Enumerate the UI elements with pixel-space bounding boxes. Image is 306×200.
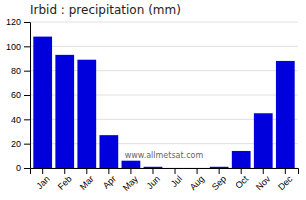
x-tick: Mar [78, 168, 96, 192]
x-axis: Jan FebMar AprMay Jun Jul AugSep OctNovDec [31, 168, 299, 193]
y-tick-mark [24, 95, 30, 96]
grid-line [30, 46, 298, 47]
y-axis: 0 20 40 60 80 100 120 [6, 17, 31, 173]
bar [33, 37, 52, 168]
x-tick-mark [175, 168, 176, 174]
y-tick: 60 [11, 90, 30, 100]
chart: 0 20 40 60 80 100 120 Jan FebMar AprMay Jun Jul AugS… [0, 0, 306, 200]
y-tick-mark [24, 46, 30, 47]
x-tick-mark [285, 168, 286, 174]
x-tick-label: Feb [56, 174, 74, 192]
bar [232, 151, 251, 168]
y-tick-label: 120 [6, 17, 21, 27]
title: Irbid : precipitation (mm) [30, 3, 181, 17]
x-tick-label: Mar [78, 174, 96, 192]
bar [166, 168, 185, 169]
x-tick-label: Jun [145, 174, 162, 191]
y-tick-mark [24, 144, 30, 145]
bar [122, 161, 141, 168]
x-tick: Nov [254, 168, 273, 192]
x-tick-label: Jul [169, 174, 184, 189]
x-tick-mark [86, 168, 87, 174]
x-tick-mark [197, 168, 198, 174]
x-tick-label: Nov [254, 173, 273, 192]
x-tick: Jul [169, 168, 184, 189]
grid-line [30, 22, 298, 23]
x-tick-label: Sep [210, 174, 228, 192]
grid [30, 22, 298, 168]
y-tick-mark [24, 168, 30, 169]
y-tick: 120 [6, 17, 30, 27]
bar [55, 55, 74, 168]
y-tick: 0 [16, 163, 30, 173]
y-tick: 40 [11, 115, 30, 125]
x-tick-mark [263, 168, 264, 174]
x-tick-label: May [121, 173, 140, 192]
x-tick-mark [64, 168, 65, 174]
x-tick-label: Dec [276, 173, 295, 192]
y-tick: 80 [11, 66, 30, 76]
bar [188, 168, 207, 169]
x-tick-label: Oct [233, 173, 250, 190]
x-tick: Oct [233, 168, 250, 191]
bars [33, 37, 294, 168]
annotations: www.allmetsat.com [125, 151, 204, 160]
x-tick-label: Apr [101, 174, 118, 191]
x-tick-label: Jan [34, 174, 51, 191]
plot: 0 20 40 60 80 100 120 Jan FebMar AprMay Jun Jul AugS… [6, 17, 299, 193]
bar [99, 135, 118, 168]
x-axis-line [31, 169, 299, 175]
x-tick-mark [130, 168, 131, 174]
y-tick-label: 80 [11, 66, 21, 76]
bar [254, 113, 273, 168]
bar [210, 167, 229, 168]
bar [144, 167, 163, 168]
watermark: www.allmetsat.com [125, 151, 204, 160]
x-tick-mark [219, 168, 220, 174]
x-tick-mark [241, 168, 242, 174]
y-tick-label: 20 [11, 139, 21, 149]
y-tick-label: 40 [11, 115, 21, 125]
y-tick-label: 100 [6, 42, 21, 52]
x-tick-mark [152, 168, 153, 174]
x-tick: May [121, 168, 140, 193]
bar [276, 61, 295, 168]
y-tick: 20 [11, 139, 30, 149]
y-tick-label: 60 [11, 90, 21, 100]
x-tick: Jan [34, 168, 51, 191]
y-tick-mark [24, 22, 30, 23]
x-tick: Feb [56, 168, 74, 192]
x-tick: Sep [210, 168, 228, 192]
y-tick: 100 [6, 42, 30, 52]
x-tick: Aug [188, 168, 206, 192]
bar [77, 60, 96, 168]
x-tick: Apr [101, 168, 118, 191]
x-tick-mark [42, 168, 43, 174]
x-tick-mark [108, 168, 109, 174]
y-tick-mark [24, 71, 30, 72]
x-tick: Jun [145, 168, 162, 191]
x-tick: Dec [276, 168, 295, 192]
x-tick-label: Aug [188, 174, 206, 192]
y-tick-mark [24, 119, 30, 120]
y-tick-label: 0 [16, 163, 21, 173]
y-axis-line [24, 23, 31, 169]
